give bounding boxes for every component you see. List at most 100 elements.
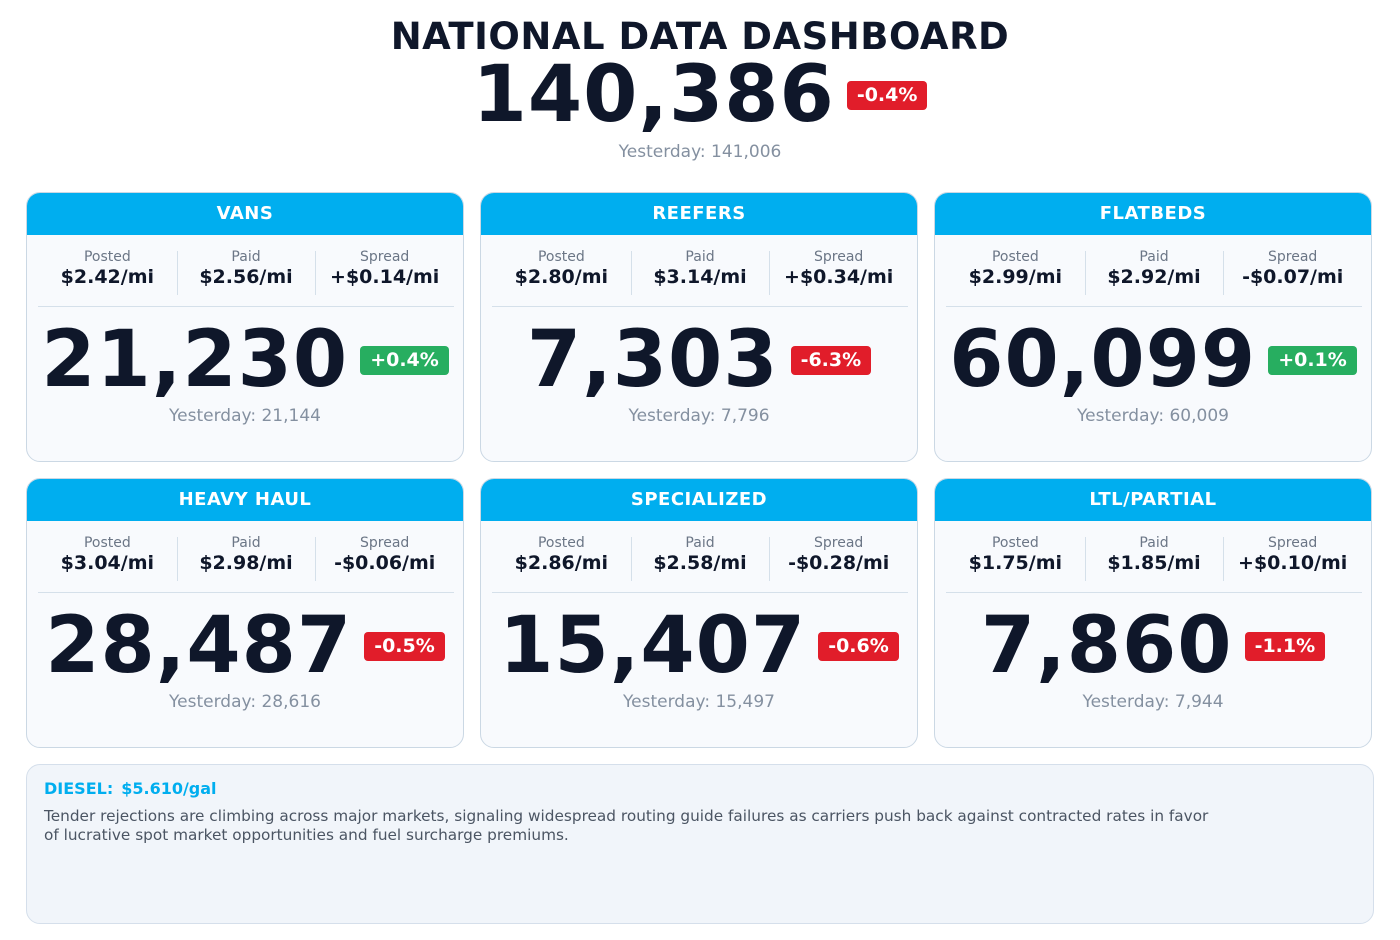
rate-label: Spread — [814, 249, 864, 265]
rate-value: $2.56/mi — [199, 266, 293, 288]
card-main: 15,407 -0.6% — [481, 601, 917, 691]
total-change-badge: -0.4% — [846, 80, 928, 110]
card-yesterday: Yesterday: 21,144 — [169, 406, 321, 426]
rate-value: -$0.06/mi — [334, 552, 436, 574]
card-main: 28,487 -0.5% — [27, 601, 463, 691]
market-commentary: Tender rejections are climbing across ma… — [44, 807, 1209, 844]
total-yesterday: Yesterday: 141,006 — [618, 142, 782, 162]
rates-row: Posted $3.04/mi Paid $2.98/mi Spread -$0.06… — [38, 535, 454, 593]
rate-paid: Paid $2.56/mi — [176, 249, 316, 295]
rate-label: Paid — [1139, 249, 1169, 265]
card-value: 7,303 — [526, 315, 779, 405]
rate-posted: Posted $2.99/mi — [946, 249, 1085, 295]
rate-value: $2.92/mi — [1107, 266, 1201, 288]
rate-label: Posted — [991, 535, 1039, 551]
card-yesterday: Yesterday: 7,944 — [1082, 692, 1224, 712]
card-vans: VANS Posted $2.42/mi Paid $2.56/mi Spread +… — [26, 192, 464, 462]
rate-value: $2.86/mi — [514, 552, 609, 574]
rate-paid: Paid $1.85/mi — [1084, 535, 1224, 581]
diesel-price: DIESEL: $5.610/gal — [44, 779, 1356, 799]
change-badge: -0.5% — [364, 631, 445, 661]
rate-label: Paid — [685, 249, 715, 265]
rate-label: Posted — [537, 535, 585, 551]
diesel-value: $5.610/gal — [121, 779, 217, 798]
rate-label: Paid — [1139, 535, 1169, 551]
rate-posted: Posted $2.80/mi — [492, 249, 631, 295]
rate-value: +$0.14/mi — [330, 266, 440, 288]
change-badge: +0.1% — [1268, 345, 1357, 375]
rate-value: -$0.07/mi — [1242, 266, 1344, 288]
card-value: 15,407 — [499, 601, 807, 691]
rate-label: Posted — [83, 249, 131, 265]
rates-row: Posted $2.80/mi Paid $3.14/mi Spread +$0.34… — [492, 249, 908, 307]
rate-label: Spread — [360, 249, 410, 265]
rates-row: Posted $2.86/mi Paid $2.58/mi Spread -$0.28… — [492, 535, 908, 593]
card-specialized: SPECIALIZED Posted $2.86/mi Paid $2.58/mi … — [480, 478, 918, 748]
rate-value: $2.42/mi — [60, 266, 155, 288]
rate-posted: Posted $2.42/mi — [38, 249, 177, 295]
card-reefers: REEFERS Posted $2.80/mi Paid $3.14/mi Spre… — [480, 192, 918, 462]
rate-spread: Spread +$0.34/mi — [769, 249, 908, 295]
card-yesterday: Yesterday: 7,796 — [628, 406, 770, 426]
card-yesterday: Yesterday: 15,497 — [623, 692, 775, 712]
rate-posted: Posted $1.75/mi — [946, 535, 1085, 581]
card-value: 7,860 — [980, 601, 1233, 691]
card-flatbeds: FLATBEDS Posted $2.99/mi Paid $2.92/mi Spr… — [934, 192, 1372, 462]
rate-value: $1.75/mi — [968, 552, 1063, 574]
rate-label: Spread — [360, 535, 410, 551]
rate-label: Posted — [83, 535, 131, 551]
diesel-label: DIESEL: — [44, 779, 114, 798]
rate-label: Paid — [231, 535, 261, 551]
card-value: 28,487 — [45, 601, 353, 691]
change-badge: -0.6% — [818, 631, 899, 661]
rate-label: Paid — [231, 249, 261, 265]
card-title: HEAVY HAUL — [27, 479, 463, 521]
rate-spread: Spread +$0.10/mi — [1223, 535, 1362, 581]
rate-value: $3.04/mi — [60, 552, 155, 574]
rate-spread: Spread -$0.06/mi — [315, 535, 454, 581]
rate-paid: Paid $2.58/mi — [630, 535, 770, 581]
rate-posted: Posted $2.86/mi — [492, 535, 631, 581]
rate-spread: Spread -$0.07/mi — [1223, 249, 1362, 295]
rate-spread: Spread -$0.28/mi — [769, 535, 908, 581]
rate-label: Spread — [1268, 249, 1318, 265]
rate-label: Posted — [537, 249, 585, 265]
rate-paid: Paid $2.98/mi — [176, 535, 316, 581]
rate-value: $2.80/mi — [514, 266, 609, 288]
rate-posted: Posted $3.04/mi — [38, 535, 177, 581]
card-main: 21,230 +0.4% — [27, 315, 463, 405]
card-yesterday: Yesterday: 60,009 — [1077, 406, 1229, 426]
card-main: 7,303 -6.3% — [481, 315, 917, 405]
rates-row: Posted $2.99/mi Paid $2.92/mi Spread -$0.07… — [946, 249, 1362, 307]
card-title: LTL/PARTIAL — [935, 479, 1371, 521]
card-title: REEFERS — [481, 193, 917, 235]
rate-value: $3.14/mi — [653, 266, 747, 288]
total-value: 140,386 — [472, 50, 835, 140]
rate-paid: Paid $3.14/mi — [630, 249, 770, 295]
rate-value: +$0.34/mi — [784, 266, 894, 288]
change-badge: -1.1% — [1244, 631, 1326, 661]
card-title: FLATBEDS — [935, 193, 1371, 235]
rate-label: Posted — [991, 249, 1039, 265]
rate-value: $2.58/mi — [653, 552, 747, 574]
rate-value: $1.85/mi — [1107, 552, 1201, 574]
rate-value: -$0.28/mi — [788, 552, 890, 574]
notes-panel: DIESEL: $5.610/gal Tender rejections are … — [26, 764, 1374, 924]
change-badge: -6.3% — [790, 345, 872, 375]
rate-paid: Paid $2.92/mi — [1084, 249, 1224, 295]
card-main: 7,860 -1.1% — [935, 601, 1371, 691]
card-value: 60,099 — [949, 315, 1257, 405]
rate-value: $2.98/mi — [199, 552, 293, 574]
rate-label: Spread — [1268, 535, 1318, 551]
card-yesterday: Yesterday: 28,616 — [169, 692, 321, 712]
page-title: NATIONAL DATA DASHBOARD — [390, 15, 1010, 58]
card-value: 21,230 — [41, 315, 349, 405]
change-badge: +0.4% — [360, 345, 449, 375]
card-title: VANS — [27, 193, 463, 235]
card-title: SPECIALIZED — [481, 479, 917, 521]
card-main: 60,099 +0.1% — [935, 315, 1371, 405]
card-heavy-haul: HEAVY HAUL Posted $3.04/mi Paid $2.98/mi S… — [26, 478, 464, 748]
rates-row: Posted $2.42/mi Paid $2.56/mi Spread +$0.14… — [38, 249, 454, 307]
rates-row: Posted $1.75/mi Paid $1.85/mi Spread +$0.10… — [946, 535, 1362, 593]
rate-value: +$0.10/mi — [1238, 552, 1348, 574]
